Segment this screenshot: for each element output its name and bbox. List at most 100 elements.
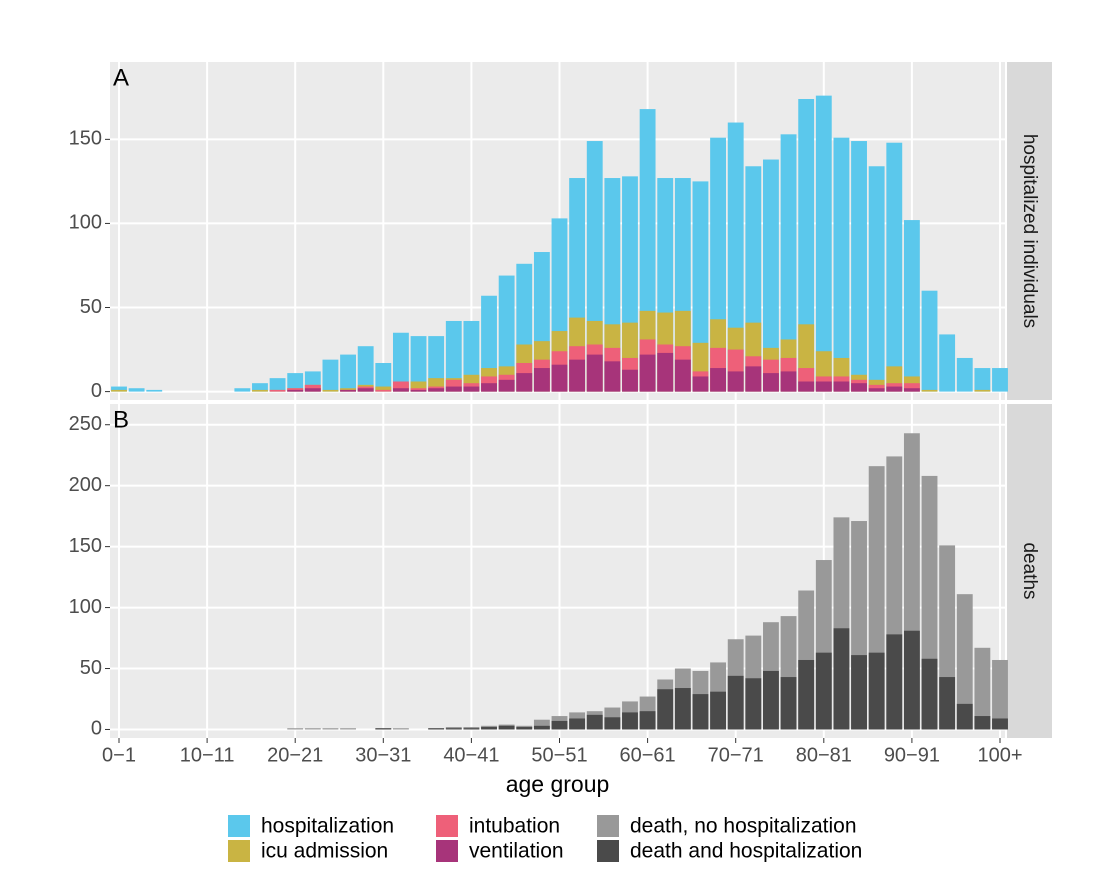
bar xyxy=(252,383,268,392)
bar xyxy=(903,383,920,392)
x-tick-label: 10−11 xyxy=(180,744,235,766)
bar xyxy=(727,371,744,392)
bar xyxy=(956,357,973,392)
bar xyxy=(745,366,762,392)
y-tick-label: 200 xyxy=(69,474,102,496)
bar xyxy=(974,389,991,392)
legend-key xyxy=(228,840,250,862)
bar xyxy=(463,320,480,392)
facet-strip xyxy=(1007,62,1052,400)
bar xyxy=(533,719,550,730)
bar xyxy=(269,389,286,392)
legend-key xyxy=(228,815,250,837)
bar xyxy=(763,159,779,392)
bar xyxy=(498,725,515,730)
bar xyxy=(428,728,445,730)
bar xyxy=(868,388,885,392)
bar xyxy=(868,652,885,730)
bar xyxy=(939,677,956,730)
x-tick-label: 30−31 xyxy=(355,744,411,766)
bar xyxy=(340,354,356,392)
y-tick-label: 0 xyxy=(91,718,102,740)
bar xyxy=(516,373,533,392)
bar xyxy=(357,346,374,392)
x-tick-label: 100+ xyxy=(977,744,1022,766)
bar xyxy=(833,381,850,392)
bar xyxy=(392,332,409,392)
bar xyxy=(111,386,127,392)
legend-label: icu admission xyxy=(261,840,388,863)
bar xyxy=(939,334,956,392)
bar xyxy=(481,295,497,392)
legend-label: death and hospitalization xyxy=(630,840,862,863)
bar xyxy=(375,386,392,392)
facet-strip xyxy=(1007,404,1052,738)
y-tick-label: 150 xyxy=(69,128,102,150)
bar xyxy=(410,336,427,392)
bar xyxy=(956,594,973,730)
bar xyxy=(604,361,621,392)
bar xyxy=(657,352,674,392)
bar xyxy=(322,359,339,392)
bar xyxy=(992,659,1008,730)
panel-label: A xyxy=(113,64,129,91)
bar xyxy=(921,658,938,730)
bar xyxy=(304,728,321,730)
bar xyxy=(498,275,515,392)
bar xyxy=(481,383,497,392)
x-tick-label: 50−51 xyxy=(531,744,587,766)
bar xyxy=(974,716,991,730)
bar xyxy=(146,389,163,392)
x-tick-label: 70−71 xyxy=(708,744,764,766)
bar xyxy=(533,725,550,730)
legend-key xyxy=(597,815,619,837)
bar xyxy=(780,371,797,392)
legend-key xyxy=(597,840,619,862)
bar xyxy=(128,388,145,392)
legend-key xyxy=(436,840,458,862)
bar xyxy=(463,728,480,730)
y-tick-label: 100 xyxy=(69,596,102,618)
bar xyxy=(992,368,1008,392)
bar xyxy=(111,389,127,392)
bar xyxy=(551,364,568,392)
bar xyxy=(428,336,445,392)
bar xyxy=(533,368,550,392)
bar xyxy=(569,718,586,730)
bar xyxy=(798,381,815,392)
bar xyxy=(657,689,674,730)
bar xyxy=(692,694,709,730)
bar xyxy=(392,388,409,392)
bar xyxy=(974,368,991,392)
x-tick-label: 80−81 xyxy=(796,744,852,766)
bar xyxy=(921,290,938,392)
bar xyxy=(745,678,762,730)
bar xyxy=(886,142,903,392)
bar xyxy=(956,703,973,730)
bar xyxy=(392,381,409,392)
bar xyxy=(622,712,638,730)
bar xyxy=(445,320,462,392)
legend-label: ventilation xyxy=(469,840,564,863)
bar xyxy=(780,677,797,730)
bar xyxy=(727,675,744,730)
bar xyxy=(287,728,304,730)
bar xyxy=(798,98,815,392)
bar xyxy=(815,652,832,730)
bar xyxy=(868,166,885,392)
bar xyxy=(269,378,286,392)
bar xyxy=(445,379,462,392)
bar xyxy=(851,655,867,730)
bar xyxy=(674,359,691,392)
legend-label: death, no hospitalization xyxy=(630,815,857,838)
bar xyxy=(445,386,462,392)
bar xyxy=(710,691,727,730)
bar xyxy=(692,181,709,392)
bar xyxy=(498,379,515,392)
bar xyxy=(798,659,815,730)
bar xyxy=(252,389,268,392)
bar xyxy=(234,388,251,392)
bar xyxy=(815,381,832,392)
y-tick-label: 0 xyxy=(91,380,102,402)
